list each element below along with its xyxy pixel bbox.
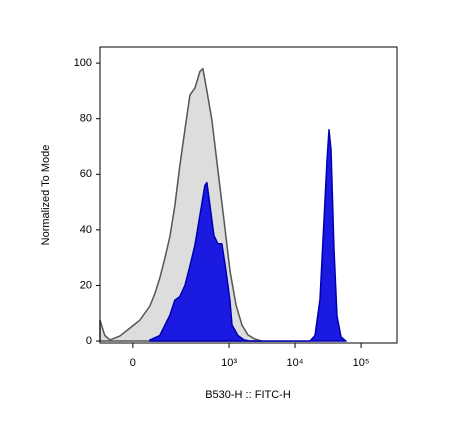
plot-frame (99, 46, 398, 344)
y-tick-label: 60 (80, 168, 92, 180)
y-tick-label: 80 (80, 113, 92, 125)
x-tick-label: 10³ (221, 357, 237, 369)
x-tick-label: 10⁴ (287, 357, 304, 369)
y-tick-label: 20 (80, 279, 92, 291)
x-axis-label: B530-H :: FITC-H (205, 389, 291, 401)
y-tick-label: 0 (86, 335, 92, 347)
y-axis-label: Normalized To Mode (40, 145, 52, 246)
plot-area (99, 67, 347, 342)
x-tick-label: 10⁵ (353, 357, 370, 369)
histogram-area (149, 129, 347, 342)
y-tick-label: 100 (74, 57, 92, 69)
x-tick-label: 0 (130, 357, 136, 369)
y-tick-label: 40 (80, 224, 92, 236)
